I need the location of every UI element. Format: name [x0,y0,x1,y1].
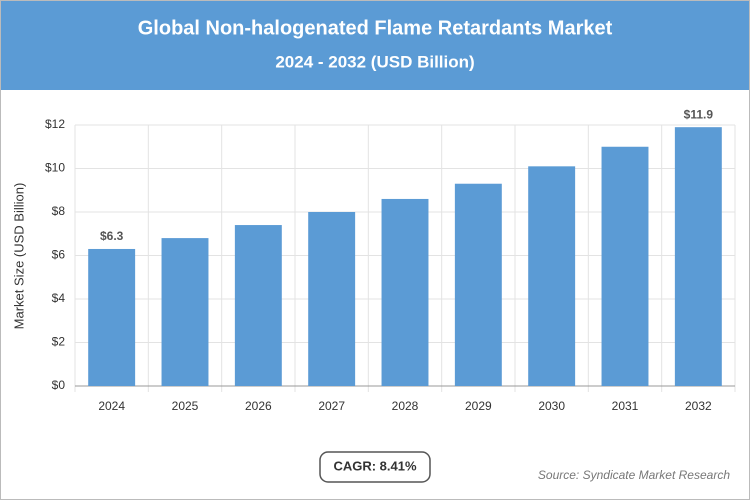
bar [381,198,429,386]
bar [601,146,649,386]
x-tick-label: 2025 [172,399,199,413]
chart-subtitle: 2024 - 2032 (USD Billion) [275,52,474,71]
y-tick-label: $6 [52,248,66,262]
x-tick-label: 2027 [318,399,345,413]
x-tick-label: 2031 [612,399,639,413]
header [1,1,749,90]
value-label: $11.9 [684,107,714,121]
x-tick-label: 2028 [392,399,419,413]
bar [161,238,209,386]
chart-title: Global Non-halogenated Flame Retardants … [138,17,613,39]
y-tick-label: $10 [45,161,65,175]
bar [674,127,722,387]
y-tick-label: $4 [52,291,66,305]
x-tick-label: 2029 [465,399,492,413]
bar [454,183,502,386]
y-tick-label: $2 [52,335,66,349]
source: Source: Syndicate Market Research [538,468,730,482]
y-tick-label: $12 [45,117,65,131]
bar [528,166,576,386]
cagr-box [319,451,431,483]
x-tick-label: 2026 [245,399,272,413]
y-tick-label: $8 [52,204,66,218]
value-label: $6.3 [100,229,124,243]
bar [88,248,136,386]
y-axis-label: Market Size (USD Billion) [11,183,26,330]
y-tick-label: $0 [52,378,66,392]
bar [234,225,282,386]
x-tick-label: 2030 [538,399,565,413]
cagr-label: CAGR: 8.41% [333,458,417,473]
x-tick-label: 2032 [685,399,712,413]
x-tick-label: 2024 [98,399,125,413]
bar [308,212,356,386]
